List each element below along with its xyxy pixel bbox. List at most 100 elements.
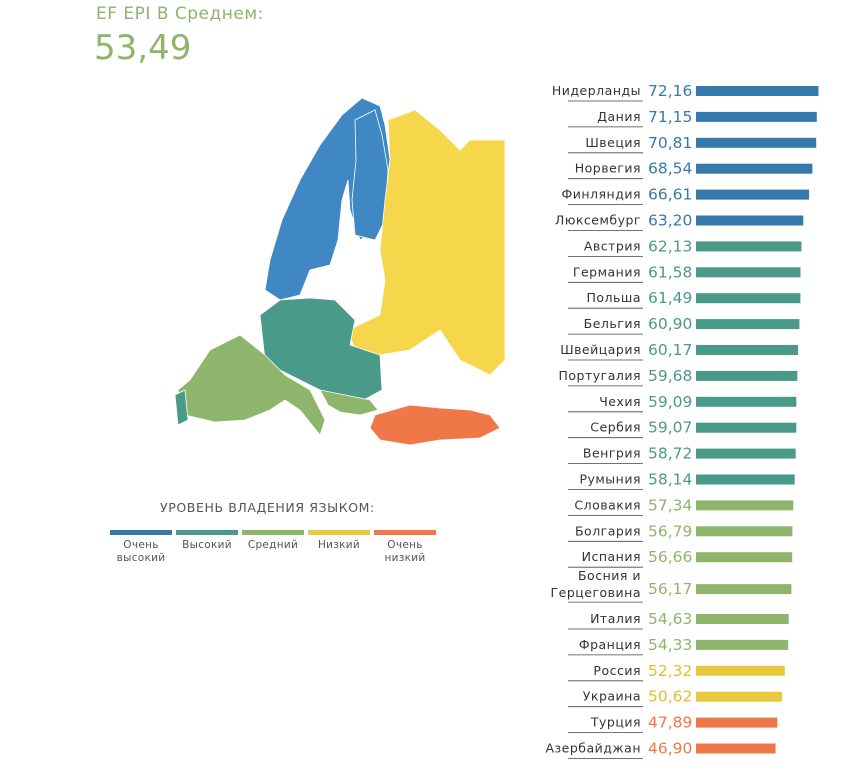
legend-item-high: Высокий: [176, 530, 238, 552]
value-label: 57,34: [648, 496, 692, 514]
average-value: 53,49: [94, 28, 192, 68]
value-label: 56,17: [648, 580, 692, 598]
bar: [696, 552, 793, 563]
bar: [696, 500, 794, 511]
legend-label: Очень высокий: [116, 539, 166, 564]
bar: [696, 639, 789, 650]
value-label: 71,15: [648, 108, 692, 126]
country-label: Венгрия: [583, 446, 641, 461]
value-label: 58,72: [648, 445, 692, 463]
bar: [696, 422, 797, 433]
value-label: 59,07: [648, 419, 692, 437]
bar: [696, 111, 817, 122]
value-label: 54,33: [648, 636, 692, 654]
country-label: Россия: [593, 663, 641, 678]
bar: [696, 215, 804, 226]
country-label: Германия: [573, 264, 641, 279]
map-region-portugal: [174, 389, 189, 426]
country-label: Бельгия: [584, 316, 641, 331]
value-label: 61,49: [648, 289, 692, 307]
value-label: 70,81: [648, 134, 692, 152]
value-label: 54,63: [648, 610, 692, 628]
legend-label: Очень низкий: [384, 539, 426, 564]
bar: [696, 267, 801, 278]
value-label: 68,54: [648, 160, 692, 178]
value-label: 56,79: [648, 522, 692, 540]
bar: [696, 370, 798, 381]
bar: [696, 614, 789, 624]
country-label: Италия: [590, 611, 641, 626]
legend-title: УРОВЕНЬ ВЛАДЕНИЯ ЯЗЫКОМ:: [160, 500, 375, 515]
bar: [696, 86, 819, 96]
country-label: Нидерланды: [552, 83, 641, 98]
value-label: 72,16: [648, 82, 692, 100]
legend-swatch: [110, 530, 172, 535]
bar: [696, 691, 782, 702]
legend-swatch: [242, 530, 304, 535]
map-region-finland: [351, 109, 389, 241]
value-label: 61,58: [648, 263, 692, 281]
country-label: Норвегия: [575, 161, 641, 176]
country-label: Румыния: [579, 472, 641, 487]
country-label: Дания: [597, 109, 641, 124]
value-label: 46,90: [648, 740, 692, 758]
value-label: 66,61: [648, 186, 692, 204]
country-label: Люксембург: [555, 213, 641, 228]
legend-swatch: [374, 530, 436, 535]
country-label: Финляндия: [561, 187, 641, 202]
value-label: 56,66: [648, 548, 692, 566]
legend-label: Низкий: [317, 539, 361, 551]
legend-label: Высокий: [182, 539, 232, 551]
country-label: Турция: [590, 715, 641, 730]
country-label: Швеция: [585, 135, 641, 150]
bar: [696, 241, 802, 252]
legend-swatch: [308, 530, 370, 535]
average-label: EF EPI В Среднем:: [96, 4, 264, 24]
value-label: 58,14: [648, 471, 692, 489]
legend-label: Средний: [247, 539, 299, 551]
country-label: Украина: [583, 689, 641, 704]
bar: [696, 345, 799, 355]
country-label: Франция: [579, 637, 641, 652]
map-region-central: [259, 297, 383, 403]
bar: [696, 717, 778, 728]
bar: [696, 189, 810, 200]
legend-item-low: Низкий: [308, 530, 370, 552]
country-label: Сербия: [590, 420, 641, 435]
bar: [696, 584, 792, 595]
value-label: 47,89: [648, 714, 692, 732]
bar: [696, 448, 796, 459]
bar: [696, 293, 801, 304]
value-label: 52,32: [648, 662, 692, 680]
legend-swatch: [176, 530, 238, 535]
map-region-russia: [347, 109, 506, 376]
bar: [696, 526, 793, 537]
country-label: Португалия: [558, 368, 641, 383]
map-region-turkey: [369, 404, 501, 446]
country-label: Польша: [586, 290, 641, 305]
bar: [696, 743, 776, 754]
country-label: Азербайджан: [545, 741, 641, 756]
bar: [696, 474, 795, 485]
country-label: Чехия: [599, 394, 641, 409]
country-label: Швейцария: [560, 342, 641, 357]
bar: [696, 665, 785, 676]
country-label: Австрия: [584, 238, 641, 253]
map-region-balkans: [319, 389, 379, 416]
value-label: 59,68: [648, 367, 692, 385]
value-label: 62,13: [648, 237, 692, 255]
value-label: 50,62: [648, 688, 692, 706]
bar: [696, 319, 800, 330]
map-region-southwest: [177, 334, 326, 436]
country-label: Болгария: [575, 523, 641, 538]
value-label: 63,20: [648, 212, 692, 230]
value-label: 60,17: [648, 341, 692, 359]
europe-map: [174, 97, 506, 446]
bar: [696, 163, 813, 174]
legend-item-very-high: Очень высокий: [110, 530, 172, 565]
country-label: Босния и Герцеговина: [551, 568, 642, 600]
bar: [696, 396, 797, 407]
country-label: Словакия: [574, 497, 641, 512]
legend-item-very-low: Очень низкий: [374, 530, 436, 565]
